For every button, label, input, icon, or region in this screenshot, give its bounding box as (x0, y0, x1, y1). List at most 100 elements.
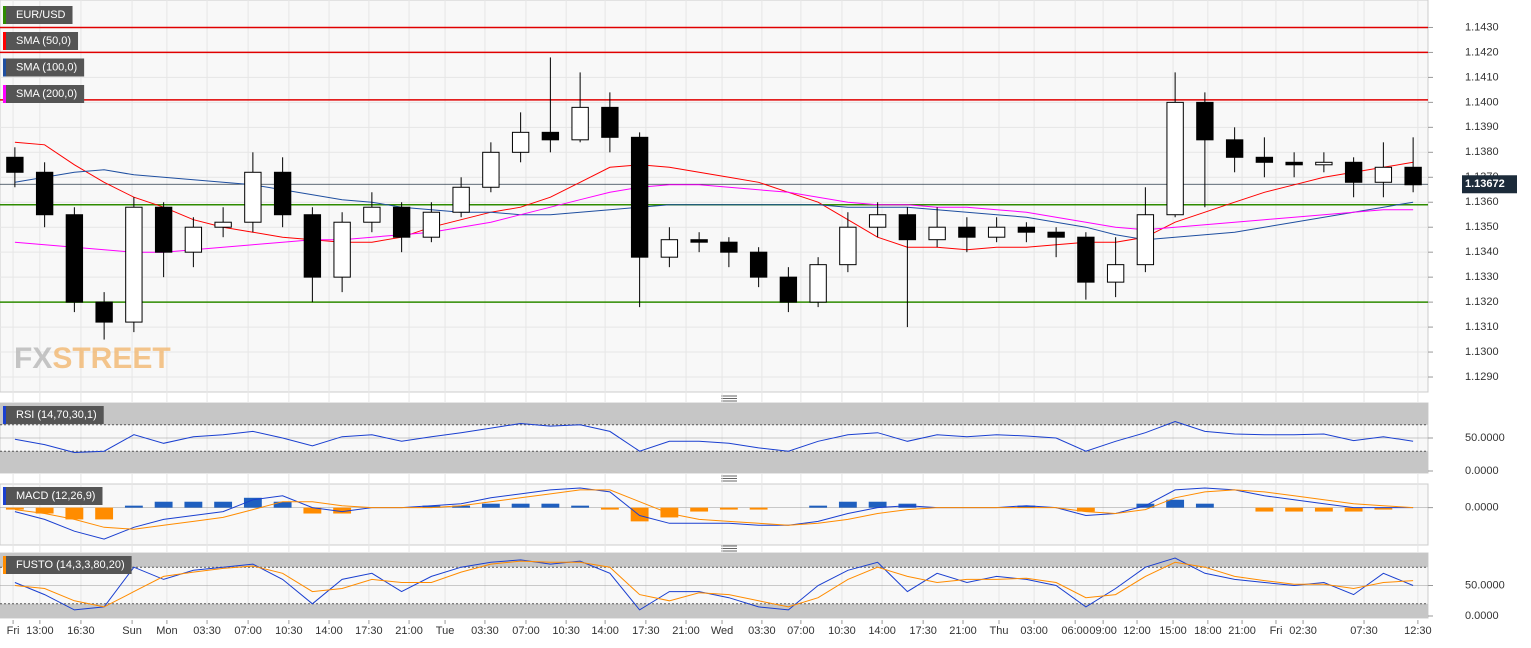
candle-body (1344, 161, 1363, 183)
candle-body (987, 226, 1006, 238)
x-tick-label: 07:00 (787, 625, 815, 637)
y-tick-label: 1.1360 (1465, 196, 1499, 208)
histogram-bar (65, 507, 84, 520)
histogram-bar (422, 505, 441, 508)
y-tick-label: 1.1400 (1465, 96, 1499, 108)
legend-swatch (3, 487, 6, 505)
y-tick-label: 0.0000 (1465, 610, 1499, 622)
histogram-bar (511, 503, 530, 508)
x-tick-label: 03:30 (471, 625, 499, 637)
histogram-bar (214, 501, 233, 508)
legend-swatch (3, 556, 6, 574)
candle-body (1196, 101, 1214, 141)
candle-body (1404, 166, 1422, 186)
candle-body (511, 131, 530, 153)
candle-body (1166, 101, 1184, 216)
histogram-bar (600, 507, 619, 510)
legend-label: FUSTO (14,3,3,80,20) (16, 559, 125, 571)
x-tick-label: 21:00 (949, 625, 977, 637)
y-tick-label: 0.0000 (1465, 465, 1499, 477)
legend-label: SMA (200,0) (16, 88, 77, 100)
candle-body (1374, 166, 1393, 183)
y-tick-label: 1.1340 (1465, 246, 1499, 258)
legend-swatch (3, 406, 6, 424)
candle-body (541, 131, 560, 141)
histogram-bar (273, 501, 292, 508)
x-tick-label: 17:30 (909, 625, 937, 637)
candle-body (244, 171, 262, 223)
histogram-bar (35, 507, 54, 514)
x-tick-label: Fri (1270, 625, 1283, 637)
y-tick-label: 1.1420 (1465, 46, 1499, 58)
histogram-bar (5, 507, 24, 510)
watermark: FX (14, 342, 52, 375)
legend-box (3, 6, 73, 24)
x-tick-label: 17:30 (632, 625, 660, 637)
x-tick-label: Thu (990, 625, 1009, 637)
histogram-bar (1285, 507, 1304, 512)
sma-line (14, 141, 1414, 251)
legend-label: MACD (12,26,9) (16, 490, 95, 502)
candle-body (303, 214, 322, 278)
x-tick-label: 03:30 (748, 625, 776, 637)
y-tick-label: 1.1320 (1465, 296, 1499, 308)
band-upper (0, 403, 1428, 425)
histogram-bar (571, 505, 590, 508)
histogram-bar (303, 507, 322, 514)
histogram-bar (1314, 507, 1333, 512)
x-tick-label: Wed (711, 625, 733, 637)
panel-handles (721, 395, 737, 552)
histogram-bar (1017, 505, 1036, 508)
x-tick-label: 03:00 (1020, 625, 1048, 637)
candle-body (809, 264, 827, 303)
legend-box (3, 487, 103, 505)
histogram-bar (452, 505, 471, 508)
histogram-bar (1166, 499, 1185, 508)
candle-body (273, 171, 292, 216)
legend-label: EUR/USD (16, 9, 66, 21)
candle-body (898, 214, 917, 241)
panel-background (0, 483, 1429, 546)
histogram-bar (154, 501, 173, 508)
last-price-label: 1.13672 (1465, 178, 1505, 190)
candle-body (1017, 226, 1036, 233)
histogram-bar (541, 503, 560, 508)
candle-body (184, 226, 203, 253)
candle-body (125, 206, 143, 323)
legend-swatch (3, 6, 6, 24)
x-tick-label: 12:30 (1404, 625, 1432, 637)
x-tick-label: 15:00 (1159, 625, 1187, 637)
candle-body (6, 156, 24, 173)
candle-body (690, 239, 708, 243)
x-tick-label: 10:30 (552, 625, 580, 637)
legend-box (3, 32, 79, 50)
candle-body (422, 211, 441, 238)
x-tick-label: 14:00 (315, 625, 343, 637)
candle-body (95, 301, 113, 323)
candle-body (1047, 231, 1065, 238)
x-tick-label: 21:00 (672, 625, 700, 637)
x-tick-label: 10:30 (828, 625, 856, 637)
backgrounds (0, 0, 1429, 619)
candle-body (35, 171, 54, 216)
candle-body (65, 214, 84, 303)
legend-label: RSI (14,70,30,1) (16, 409, 97, 421)
x-tick-label: 18:00 (1194, 625, 1222, 637)
candle-body (333, 221, 351, 278)
x-tick-label: 12:00 (1123, 625, 1151, 637)
indicator-line (14, 420, 1414, 454)
legend-swatch (3, 85, 6, 103)
x-tick-label: 06:00 (1061, 625, 1089, 637)
sma-line (14, 184, 1414, 253)
candle-body (630, 136, 649, 258)
histogram-bar (809, 505, 828, 508)
y-tick-label: 1.1300 (1465, 346, 1499, 358)
histogram-bar (481, 503, 500, 508)
candle-body (1225, 139, 1244, 158)
last-price-box (1462, 175, 1517, 194)
band-upper (0, 553, 1428, 568)
x-tick-label: 16:30 (67, 625, 95, 637)
x-tick-label: Fri (7, 625, 20, 637)
histogram-bar (1374, 507, 1393, 510)
